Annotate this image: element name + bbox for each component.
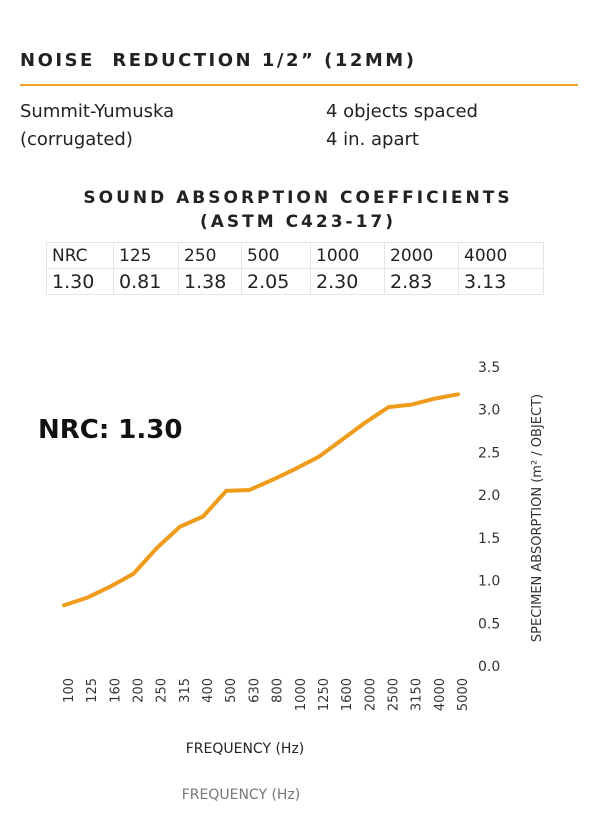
table-cell: 0.81 [113, 268, 179, 295]
table: NRC 125 250 500 1000 2000 4000 1.30 0.81 1.38 2.05… [46, 242, 544, 295]
x-tick-label: 500 [224, 678, 239, 703]
x-tick-label: 200 [132, 678, 147, 703]
table-subtitle: (ASTM C423-17) [199, 212, 397, 232]
x-tick-label: 100 [62, 678, 77, 703]
table-cell: 125 [113, 242, 179, 269]
spacing-line: 4 objects spaced [326, 101, 478, 122]
spacing: 4 objects spaced 4 in. apart [326, 98, 478, 154]
annotation: NRC: 1.30 [38, 415, 182, 445]
rule [20, 84, 578, 86]
x-axis-title-repeat: FREQUENCY (Hz) [182, 787, 301, 803]
y-tick-label: 3.0 [478, 403, 500, 419]
x-tick-label: 630 [247, 678, 262, 703]
x-axis-title: FREQUENCY (Hz) [186, 741, 305, 757]
y-tick-label: 2.5 [478, 445, 500, 461]
table-cell: 1.38 [178, 268, 242, 295]
spacing-line: 4 in. apart [326, 129, 419, 150]
y-tick-label: 2.0 [478, 488, 500, 504]
product-line: (corrugated) [20, 129, 133, 150]
table-title: SOUND ABSORPTION COEFFICIENTS [83, 188, 513, 208]
table-cell: 1000 [310, 242, 385, 269]
y-tick-label: 3.5 [478, 360, 500, 376]
x-tick-label: 400 [201, 678, 216, 703]
x-tick-label: 125 [85, 678, 100, 703]
x-tick-label: 250 [155, 678, 170, 703]
table-cell: 1.30 [46, 268, 114, 295]
table-cell: 3.13 [458, 268, 544, 295]
product-line: Summit-Yumuska [20, 101, 175, 122]
x-tick-label: 5000 [456, 678, 471, 711]
table-cell: 2000 [384, 242, 459, 269]
table-cell: 2.83 [384, 268, 459, 295]
x-tick-label: 315 [178, 678, 193, 703]
table-cell: 4000 [458, 242, 544, 269]
table-cell: 250 [178, 242, 242, 269]
title: NOISE REDUCTION 1/2” (12MM) [20, 50, 417, 71]
y-tick-label: 1.5 [478, 531, 500, 547]
table-cell: 2.05 [241, 268, 311, 295]
y-tick-label: 0.5 [478, 616, 500, 632]
table-cell: 500 [241, 242, 311, 269]
line [62, 392, 460, 608]
x-tick-label: 2000 [363, 678, 378, 711]
product: Summit-Yumuska (corrugated) [20, 98, 174, 154]
x-tick-label: 1600 [340, 678, 355, 711]
x-tick-label: 1250 [317, 678, 332, 711]
x-tick-label: 4000 [433, 678, 448, 711]
chart: NRC: 1.30 0.0 0.5 1.0 1.5 2.0 2.5 3.0 3.5 SPECIME… [38, 360, 545, 803]
y-axis-title: SPECIMEN ABSORPTION (m² / OBJECT) [530, 394, 545, 642]
y-tick-label: 0.0 [478, 659, 500, 675]
x-tick-label: 1000 [294, 678, 309, 711]
table-row: 1.30 0.81 1.38 2.05 2.30 2.83 3.13 [46, 268, 544, 295]
table-cell: 2.30 [310, 268, 385, 295]
x-tick-label: 3150 [410, 678, 425, 711]
x-tick-label: 2500 [386, 678, 401, 711]
y-tick-label: 1.0 [478, 574, 500, 590]
x-tick-label: 160 [108, 678, 123, 703]
table-cell: NRC [46, 242, 114, 269]
x-tick-label: 800 [271, 678, 286, 703]
table-row: NRC 125 250 500 1000 2000 4000 [46, 242, 544, 269]
